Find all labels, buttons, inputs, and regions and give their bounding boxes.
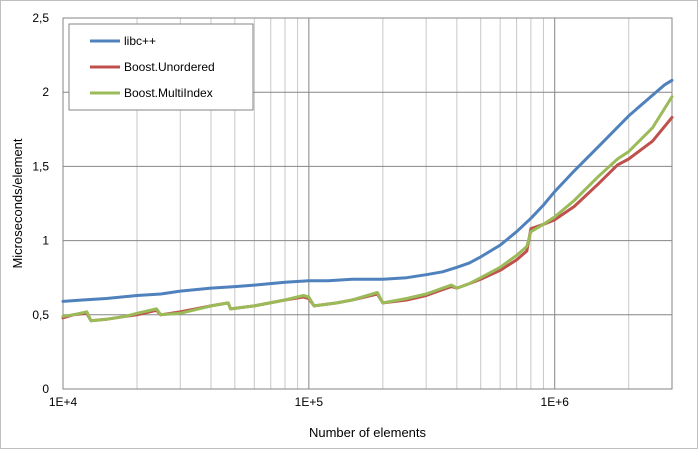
y-tick-label: 1 <box>42 234 49 248</box>
x-axis-title: Number of elements <box>309 425 427 440</box>
series-line-boost-unordered <box>61 115 674 323</box>
series-line-libc- <box>61 78 674 303</box>
y-tick-label: 0,5 <box>32 308 49 322</box>
legend-label: Boost.MultiIndex <box>124 86 213 100</box>
series-line-boost-multiindex <box>61 95 674 323</box>
legend-label: Boost.Unordered <box>124 60 215 74</box>
x-tick-label: 1E+6 <box>541 395 570 409</box>
x-tick-label: 1E+4 <box>49 395 78 409</box>
legend: libc++ Boost.Unordered Boost.MultiIndex <box>68 23 254 111</box>
y-axis-title: Microseconds/element <box>10 138 25 268</box>
tick-labels: 0 0,5 1 1,5 2 2,5 1E+4 1E+5 1E+6 <box>32 11 569 409</box>
y-tick-label: 1,5 <box>32 159 49 173</box>
legend-label: libc++ <box>124 34 156 48</box>
y-tick-label: 2,5 <box>32 11 49 25</box>
y-tick-label: 0 <box>42 382 49 396</box>
legend-box <box>68 23 254 111</box>
y-tick-label: 2 <box>42 85 49 99</box>
series-lines <box>61 78 674 323</box>
x-tick-label: 1E+5 <box>295 395 324 409</box>
plot-area-border <box>62 17 673 390</box>
